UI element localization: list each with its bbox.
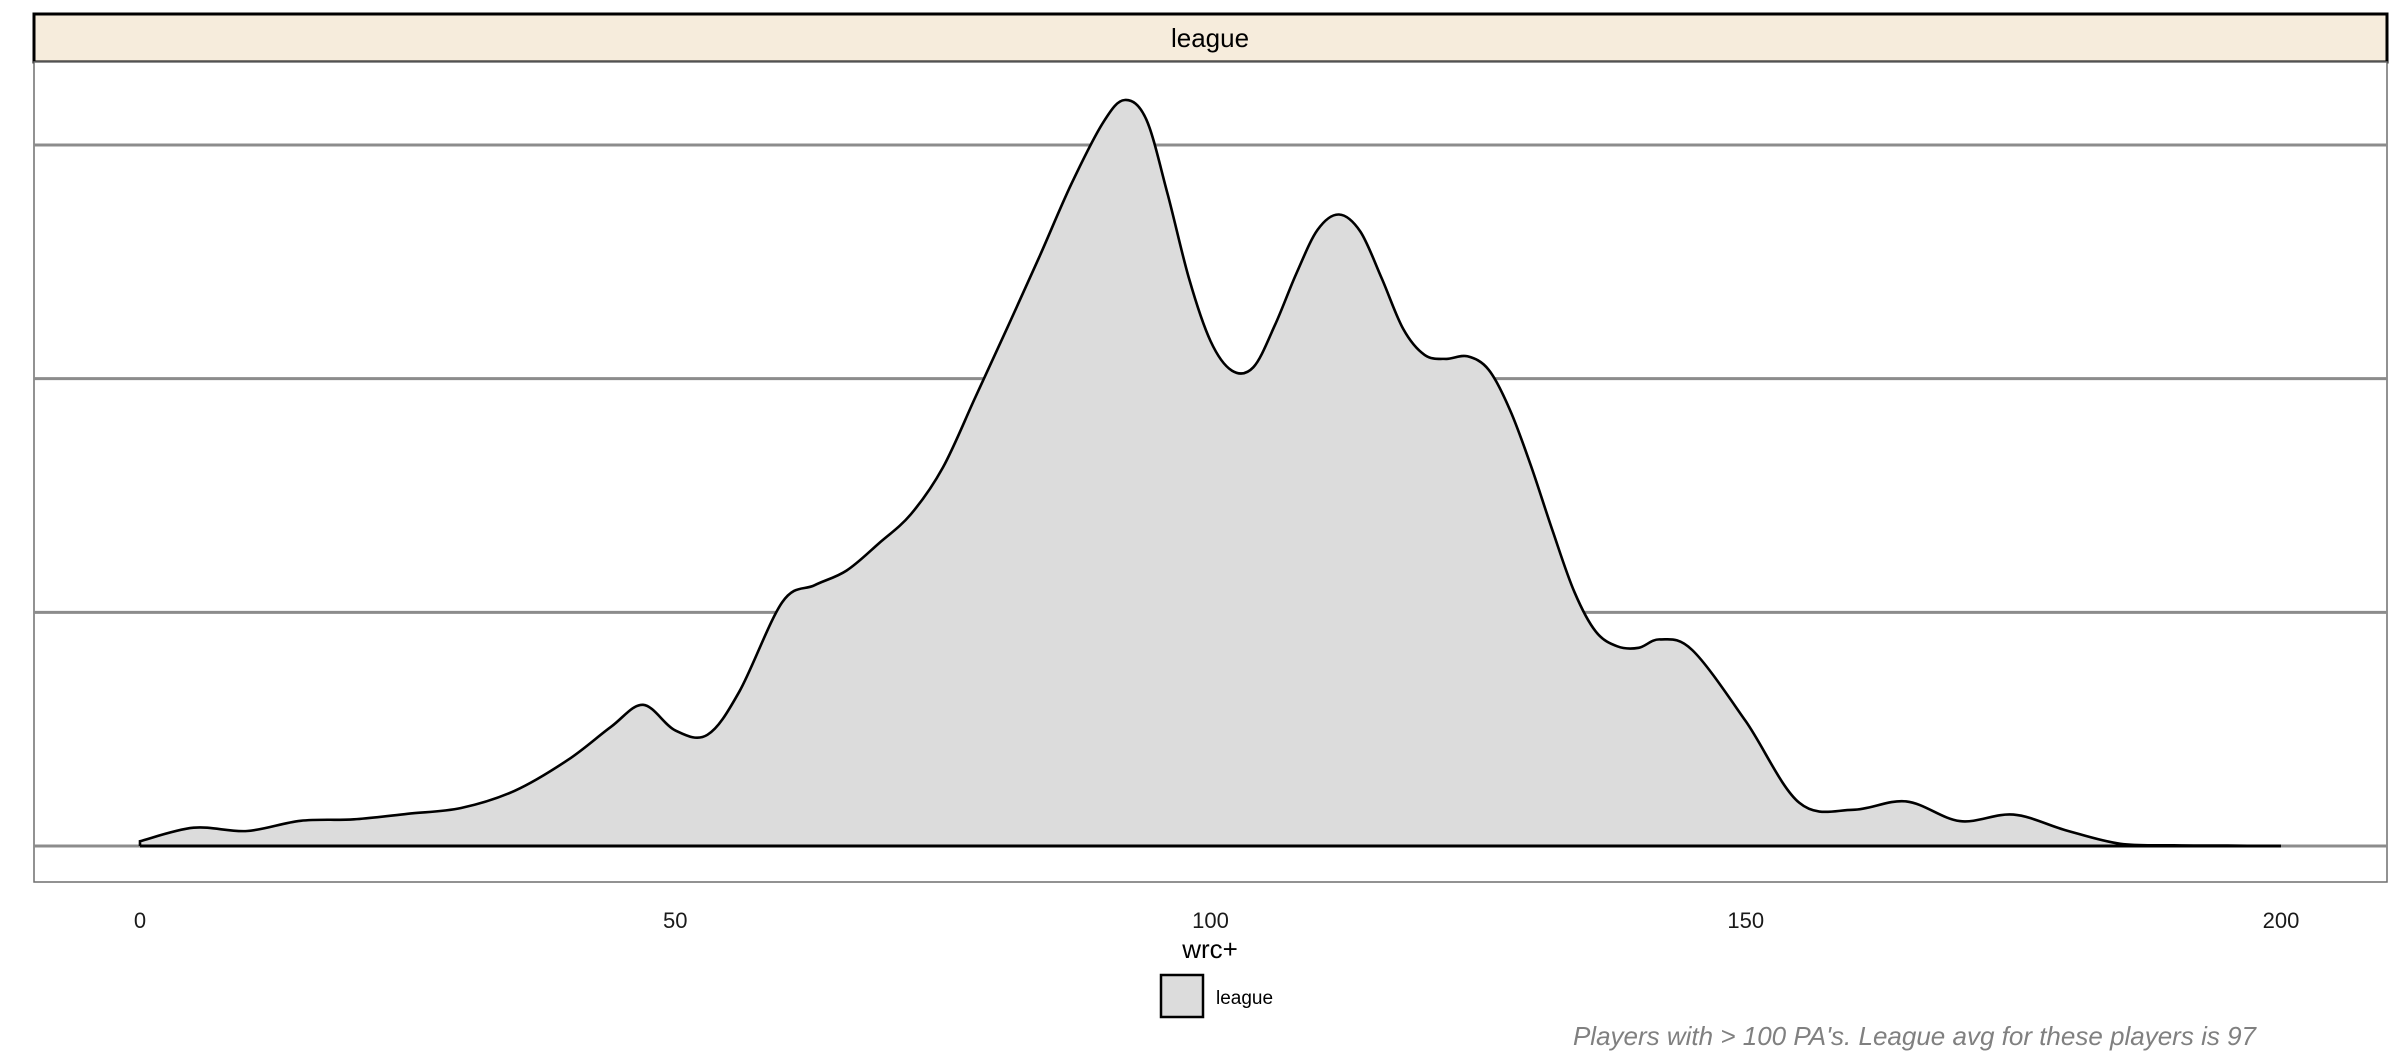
density-line-league xyxy=(138,98,2282,848)
x-tick-label: 0 xyxy=(134,908,146,933)
facet-strip-label: league xyxy=(1171,23,1249,53)
density-layer xyxy=(138,98,2282,848)
facet-strip: league xyxy=(32,12,2389,64)
x-tick-label: 150 xyxy=(1727,908,1764,933)
x-axis-ticks: 0 50 100 150 200 xyxy=(134,908,2299,933)
x-tick-label: 50 xyxy=(663,908,687,933)
density-area-league xyxy=(140,99,2281,846)
facet-strip-background xyxy=(32,12,2389,64)
x-tick-label: 200 xyxy=(2263,908,2300,933)
legend-label-league: league xyxy=(1216,988,1273,1009)
x-axis-title: wrc+ xyxy=(1181,934,1238,964)
x-tick-label: 100 xyxy=(1192,908,1229,933)
legend-key-league xyxy=(1159,973,1205,1019)
legend: league xyxy=(1159,973,1273,1019)
chart-caption: Players with > 100 PA's. League avg for … xyxy=(1573,1021,2258,1051)
